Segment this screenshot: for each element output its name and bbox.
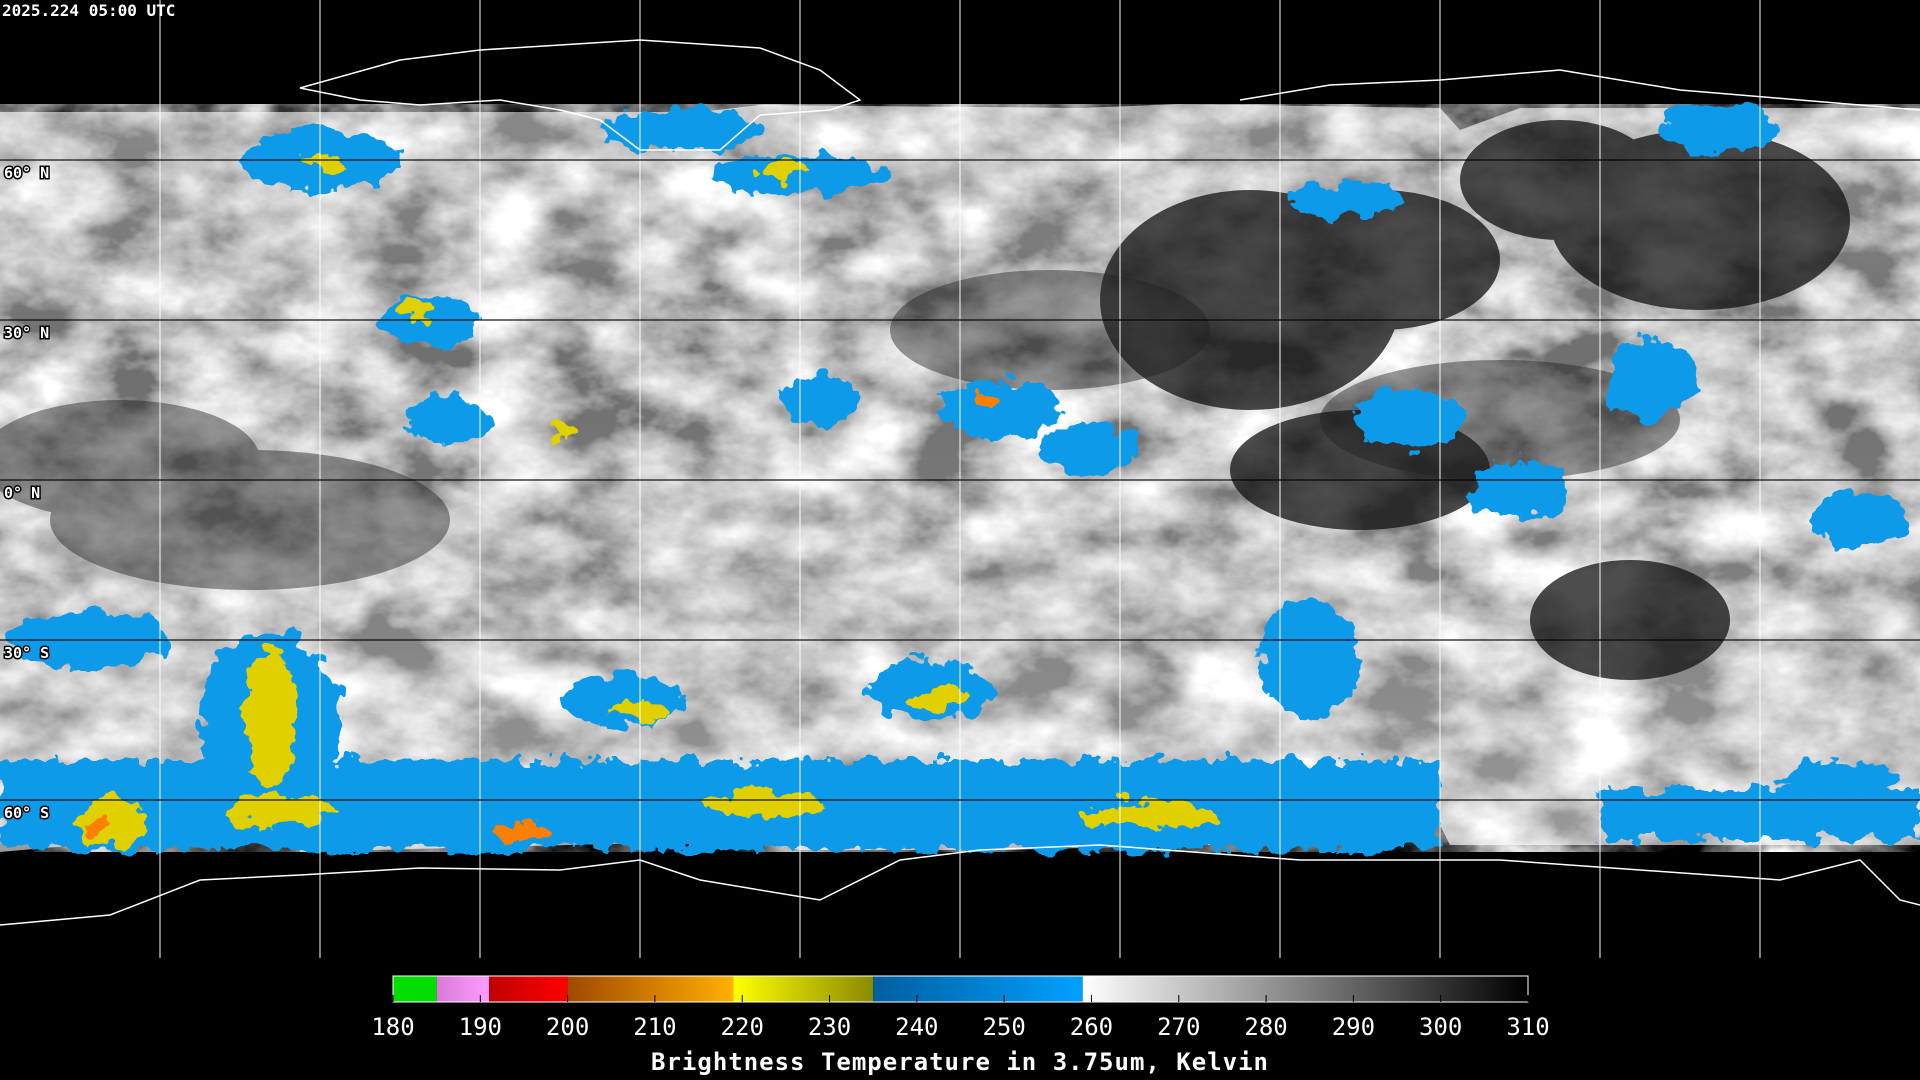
colorbar-segment: [567, 976, 734, 1002]
colorbar-tick-label: 290: [1332, 1013, 1375, 1041]
colorbar-tick-label: 250: [982, 1013, 1025, 1041]
latitude-label: 30° S: [4, 644, 49, 662]
colorbar-segment: [436, 976, 490, 1002]
colorbar-tick-label: 270: [1157, 1013, 1200, 1041]
latitude-label: 60° N: [4, 164, 49, 182]
colorbar-tick-label: 230: [808, 1013, 851, 1041]
colorbar-tick-label: 200: [546, 1013, 589, 1041]
latitude-label: 60° S: [4, 804, 49, 822]
graticule: [159, 0, 1761, 958]
colorbar-tick-label: 280: [1244, 1013, 1287, 1041]
colorbar-tick-label: 180: [371, 1013, 414, 1041]
colorbar-segment: [733, 976, 874, 1002]
colorbar-tick-label: 210: [633, 1013, 676, 1041]
colorbar-segment: [1082, 976, 1528, 1002]
latitude-label: 30° N: [4, 324, 49, 342]
colorbar-segment: [393, 976, 437, 1002]
timestamp: 2025.224 05:00 UTC: [2, 1, 175, 20]
colorbar-title: Brightness Temperature in 3.75um, Kelvin: [651, 1048, 1269, 1076]
colorbar-tick-label: 310: [1506, 1013, 1549, 1041]
colorbar-tick-label: 260: [1070, 1013, 1113, 1041]
colorbar-tick-label: 240: [895, 1013, 938, 1041]
colorbar-segment: [873, 976, 1083, 1002]
coastlines: [0, 39, 1920, 926]
latitude-label: 0° N: [4, 484, 40, 502]
colorbar-frame: [392, 975, 1529, 1003]
colorbar-tick-label: 220: [721, 1013, 764, 1041]
colorbar-segment: [489, 976, 568, 1002]
colorbar: 180 190 200 210 220 230 240 250 260 270 280 290 300 3…: [371, 975, 1550, 1041]
colorbar-tick-label: 300: [1419, 1013, 1462, 1041]
colorbar-tick-label: 190: [459, 1013, 502, 1041]
